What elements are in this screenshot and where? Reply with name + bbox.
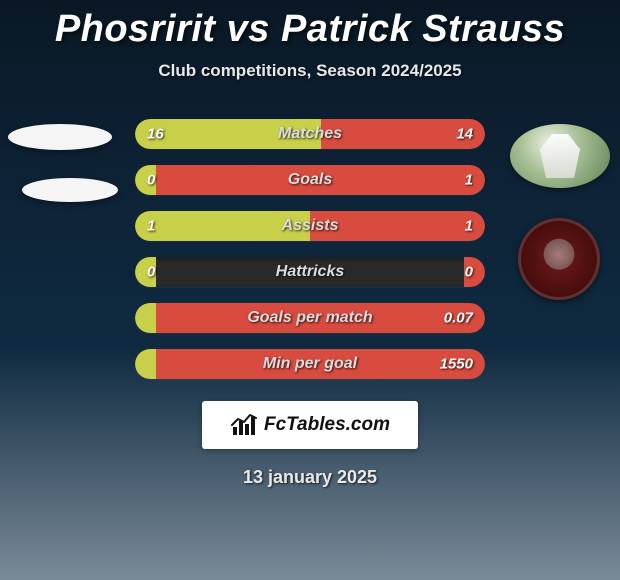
stat-value-left: 1 bbox=[147, 218, 155, 235]
stat-value-right: 1550 bbox=[440, 356, 473, 373]
stat-value-right: 1 bbox=[465, 172, 473, 189]
stat-value-right: 14 bbox=[456, 126, 473, 143]
stat-value-left: 0 bbox=[147, 264, 155, 281]
stat-value-right: 1 bbox=[465, 218, 473, 235]
stat-row: 0 Goals 1 bbox=[135, 165, 485, 195]
stat-row: Goals per match 0.07 bbox=[135, 303, 485, 333]
player-photo-right bbox=[510, 124, 610, 188]
stat-value-right: 0 bbox=[465, 264, 473, 281]
stat-row: 16 Matches 14 bbox=[135, 119, 485, 149]
date-text: 13 january 2025 bbox=[0, 467, 620, 488]
stat-label: Min per goal bbox=[263, 355, 357, 373]
page-title: Phosririt vs Patrick Strauss bbox=[0, 0, 620, 51]
stat-fill-left bbox=[135, 349, 156, 379]
stat-value-left: 16 bbox=[147, 126, 164, 143]
stat-fill-left bbox=[135, 303, 156, 333]
club-badge-right bbox=[518, 218, 600, 300]
stat-label: Assists bbox=[282, 217, 339, 235]
placeholder-ellipse bbox=[22, 178, 118, 202]
stat-value-right: 0.07 bbox=[444, 310, 473, 327]
stat-row: 0 Hattricks 0 bbox=[135, 257, 485, 287]
stat-label: Goals bbox=[288, 171, 332, 189]
subtitle: Club competitions, Season 2024/2025 bbox=[0, 61, 620, 81]
stat-value-left: 0 bbox=[147, 172, 155, 189]
placeholder-ellipse bbox=[8, 124, 112, 150]
stat-label: Hattricks bbox=[276, 263, 344, 281]
stat-row: Min per goal 1550 bbox=[135, 349, 485, 379]
stat-row: 1 Assists 1 bbox=[135, 211, 485, 241]
branding-text: FcTables.com bbox=[264, 414, 390, 436]
stat-label: Matches bbox=[278, 125, 342, 143]
chart-icon bbox=[230, 411, 258, 439]
stat-label: Goals per match bbox=[247, 309, 372, 327]
branding-badge: FcTables.com bbox=[202, 401, 418, 449]
